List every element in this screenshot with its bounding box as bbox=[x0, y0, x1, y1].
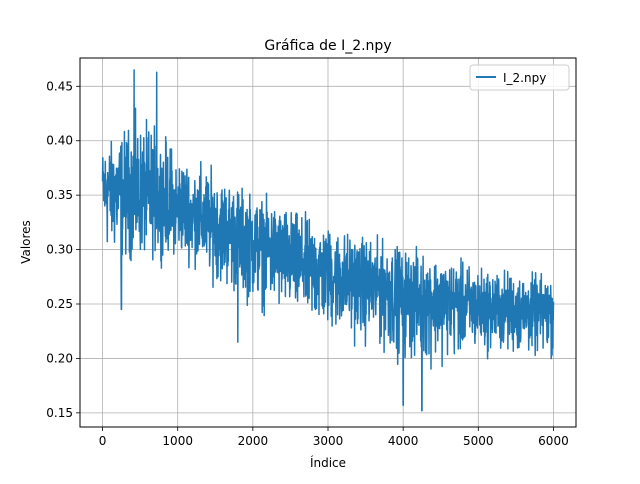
x-tick-label: 3000 bbox=[313, 434, 344, 448]
x-tick-label: 2000 bbox=[238, 434, 269, 448]
x-tick-label: 0 bbox=[99, 434, 107, 448]
y-tick-label: 0.30 bbox=[46, 243, 73, 257]
y-tick-label: 0.35 bbox=[46, 188, 73, 202]
y-tick-label: 0.40 bbox=[46, 134, 73, 148]
chart-title: Gráfica de I_2.npy bbox=[264, 38, 391, 54]
legend-label: I_2.npy bbox=[503, 71, 546, 85]
y-tick-label: 0.25 bbox=[46, 297, 73, 311]
legend: I_2.npy bbox=[469, 64, 570, 91]
x-tick-label: 4000 bbox=[388, 434, 419, 448]
y-tick-label: 0.15 bbox=[46, 406, 73, 420]
y-axis-ticks: 0.15 0.20 0.25 0.30 0.35 0.40 0.45 bbox=[46, 79, 80, 420]
series-layer bbox=[101, 69, 555, 412]
x-tick-label: 5000 bbox=[463, 434, 494, 448]
y-tick-label: 0.20 bbox=[46, 351, 73, 365]
x-axis-ticks: 0 1000 2000 3000 4000 5000 6000 bbox=[99, 427, 569, 448]
y-tick-label: 0.45 bbox=[46, 79, 73, 93]
x-axis-label: Índice bbox=[310, 455, 346, 470]
legend-box bbox=[469, 64, 570, 91]
y-axis-label: Valores bbox=[19, 220, 33, 264]
series-line bbox=[101, 69, 555, 412]
x-tick-label: 6000 bbox=[538, 434, 569, 448]
x-tick-label: 1000 bbox=[162, 434, 193, 448]
